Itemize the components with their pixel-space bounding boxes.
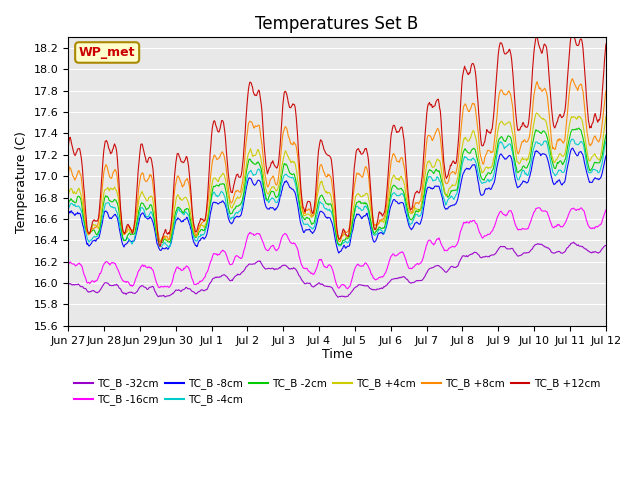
Text: WP_met: WP_met [79,46,136,59]
X-axis label: Time: Time [322,348,353,361]
Y-axis label: Temperature (C): Temperature (C) [15,131,28,232]
Legend: TC_B -32cm, TC_B -16cm, TC_B -8cm, TC_B -4cm, TC_B -2cm, TC_B +4cm, TC_B +8cm, T: TC_B -32cm, TC_B -16cm, TC_B -8cm, TC_B … [70,374,604,409]
Title: Temperatures Set B: Temperatures Set B [255,15,419,33]
